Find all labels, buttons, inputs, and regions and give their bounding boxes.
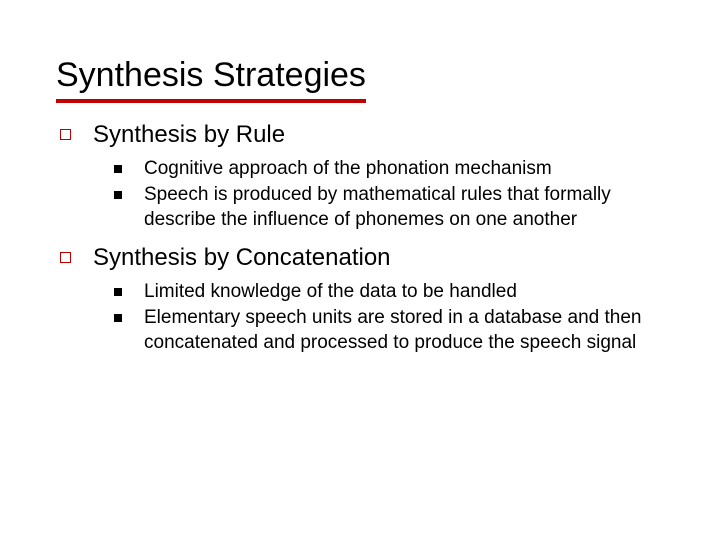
bullet-row: Limited knowledge of the data to be hand… <box>114 280 680 304</box>
section-heading-row: Synthesis by Concatenation <box>60 244 680 272</box>
bullet-row: Cognitive approach of the phonation mech… <box>114 157 680 181</box>
section-heading: Synthesis by Rule <box>93 121 285 149</box>
bullet-row: Elementary speech units are stored in a … <box>114 306 680 355</box>
section-1: Synthesis by Rule Cognitive approach of … <box>56 121 680 232</box>
filled-bullet-icon <box>114 288 122 296</box>
square-bullet-icon <box>60 252 71 263</box>
section-heading: Synthesis by Concatenation <box>93 244 391 272</box>
bullet-text: Cognitive approach of the phonation mech… <box>144 157 552 181</box>
bullet-text: Limited knowledge of the data to be hand… <box>144 280 517 304</box>
square-bullet-icon <box>60 129 71 140</box>
section-heading-row: Synthesis by Rule <box>60 121 680 149</box>
slide: Synthesis Strategies Synthesis by Rule C… <box>0 0 720 540</box>
bullet-row: Speech is produced by mathematical rules… <box>114 183 680 232</box>
filled-bullet-icon <box>114 314 122 322</box>
filled-bullet-icon <box>114 165 122 173</box>
bullet-text: Speech is produced by mathematical rules… <box>144 183 680 232</box>
bullet-text: Elementary speech units are stored in a … <box>144 306 680 355</box>
filled-bullet-icon <box>114 191 122 199</box>
title-underline <box>56 99 366 103</box>
slide-title: Synthesis Strategies <box>56 56 680 95</box>
section-2: Synthesis by Concatenation Limited knowl… <box>56 244 680 355</box>
